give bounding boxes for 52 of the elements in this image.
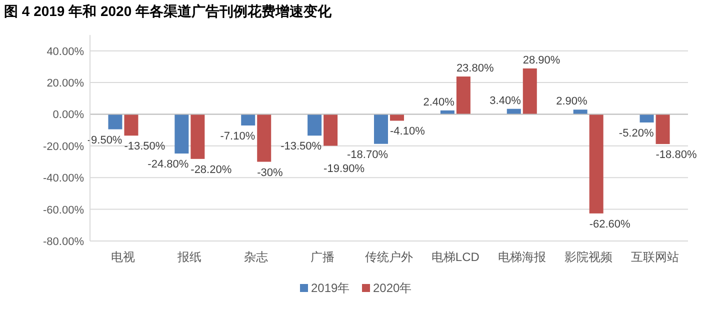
data-label: -18.80% (656, 149, 697, 162)
data-label: -30% (257, 166, 284, 179)
x-tick-label: 影院视频 (564, 250, 612, 264)
bar (190, 114, 205, 159)
bar (124, 114, 138, 136)
legend-label: 2020年 (373, 281, 412, 295)
y-tick-label: -80.00% (43, 236, 84, 248)
x-tick-label: 传统户外 (365, 250, 413, 264)
bar (257, 114, 272, 162)
data-label: -19.90% (324, 162, 365, 175)
y-tick-label: 40.00% (46, 46, 84, 58)
x-tick-label: 电梯海报 (498, 250, 546, 264)
y-tick-label: 0.00% (52, 109, 84, 122)
data-label: 2.40% (423, 96, 455, 108)
data-label: -18.70% (347, 148, 388, 161)
bar (656, 114, 670, 144)
data-label: 3.40% (490, 94, 522, 107)
bar (308, 114, 322, 136)
bar (589, 114, 604, 214)
data-label: -7.10% (220, 130, 256, 142)
y-tick-label: -60.00% (43, 204, 84, 216)
data-label: -62.60% (589, 218, 631, 230)
data-label: -4.10% (390, 126, 426, 138)
data-label: -28.20% (190, 164, 232, 176)
x-tick-label: 广播 (310, 250, 335, 264)
bar (390, 114, 404, 121)
x-tick-label: 电视 (111, 250, 136, 264)
data-label: -9.50% (87, 134, 122, 146)
y-tick-label: 20.00% (46, 78, 84, 90)
bar (522, 68, 537, 114)
x-tick-label: 互联网站 (630, 250, 679, 264)
y-tick-label: -40.00% (43, 172, 84, 185)
x-tick-label: 报纸 (176, 250, 202, 264)
chart-title: 图 4 2019 年和 2020 年各渠道广告刊例花费增速变化 (4, 3, 333, 19)
data-label: 2.90% (556, 96, 588, 108)
bar (640, 114, 654, 122)
bar (241, 114, 256, 126)
data-label: -24.80% (148, 158, 189, 171)
legend-label: 2019年 (311, 281, 350, 295)
x-tick-label: 电梯LCD (431, 250, 480, 264)
y-tick-label: -20.00% (43, 140, 84, 153)
bar (374, 114, 388, 144)
data-label: -13.50% (280, 140, 322, 153)
bar (108, 114, 122, 130)
data-label: 23.80% (456, 62, 494, 75)
x-tick-label: 杂志 (244, 250, 268, 264)
data-label: -13.50% (124, 140, 166, 153)
data-label: -5.20% (618, 127, 654, 140)
bar (174, 114, 189, 154)
data-label: 28.90% (522, 54, 560, 66)
bar (324, 114, 338, 146)
bar (456, 76, 470, 114)
